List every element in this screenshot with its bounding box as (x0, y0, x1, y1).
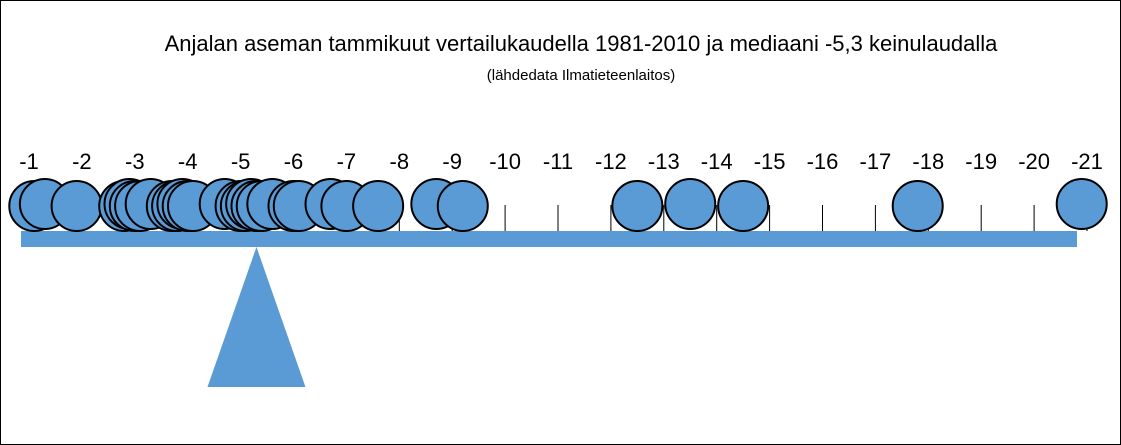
x-tick-label: -14 (701, 149, 733, 174)
x-tick-label: -17 (860, 149, 892, 174)
data-point (717, 180, 770, 232)
x-tick-label: -13 (648, 149, 680, 174)
x-tick-label: -5 (231, 149, 251, 174)
x-tick-label: -21 (1071, 149, 1103, 174)
seesaw-board (21, 231, 1077, 247)
x-tick-label: -11 (543, 149, 573, 174)
x-tick-label: -8 (390, 149, 410, 174)
x-tick-label: -10 (489, 149, 521, 174)
x-tick-label: -15 (754, 149, 786, 174)
x-tick-label: -16 (807, 149, 839, 174)
data-point (1055, 178, 1108, 230)
x-tick-labels: -1 -2 -3 -4 -5 -6 -7 -8 -9 -10 -11 -12 -13 -14 -15 -16-… (19, 149, 1103, 174)
data-point (50, 180, 103, 232)
x-tick-label: -4 (178, 149, 198, 174)
x-tick-label: -18 (912, 149, 944, 174)
data-point (664, 178, 717, 230)
x-tick-label: -3 (125, 149, 145, 174)
data-point (352, 180, 405, 232)
data-point (891, 180, 944, 232)
x-tick-label: -7 (337, 149, 357, 174)
x-tick-label: -6 (284, 149, 304, 174)
data-point (611, 180, 664, 232)
x-tick-label: -20 (1018, 149, 1050, 174)
median-fulcrum (207, 247, 306, 387)
data-points (8, 178, 1108, 232)
x-tick-label: -1 (19, 149, 39, 174)
chart-title: Anjalan aseman tammikuut vertailukaudell… (164, 31, 998, 56)
x-tick-label: -19 (965, 149, 997, 174)
x-tick-label: -9 (442, 149, 462, 174)
data-point (436, 180, 489, 232)
x-tick-label: -12 (595, 149, 627, 174)
chart-subtitle: (lähdedata Ilmatieteenlaitos) (486, 67, 676, 84)
x-tick-label: -2 (72, 149, 92, 174)
